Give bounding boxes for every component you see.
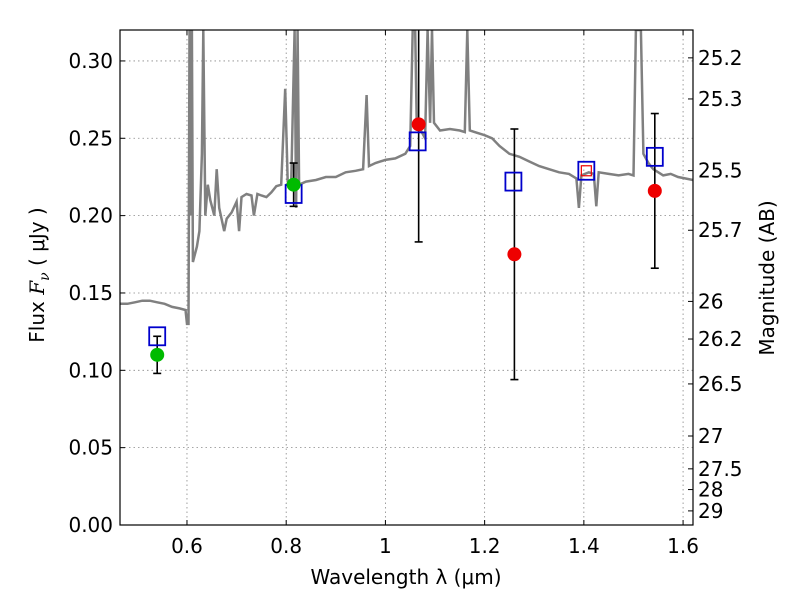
y-tick-label: 0.25 [68,126,113,150]
observed-point [647,183,662,198]
observed-point [411,117,426,132]
magnitude-tick-label: 26.5 [698,372,743,396]
observed-point [150,347,165,362]
model-point [148,326,167,347]
magnitude-tick-label: 25.2 [698,46,743,70]
model-point [504,171,523,192]
y-tick-label: 0.10 [68,358,113,382]
magnitude-tick-label: 28 [698,478,723,502]
y-tick-label: 0.20 [68,204,113,228]
y-tick-label: 0.30 [68,49,113,73]
magnitude-tick-label: 26.2 [698,327,743,351]
y-tick-label: 0.05 [68,436,113,460]
model-point [645,146,664,167]
observed-point [286,177,301,192]
x-tick-label: 1.6 [667,534,699,558]
magnitude-tick-label: 29 [698,499,723,523]
model-point [577,160,596,181]
magnitude-tick-label: 25.3 [698,87,743,111]
x-axis-label: Wavelength λ (μm) [310,565,501,589]
y-axis-label-prefix: Flux [25,295,49,343]
magnitude-tick-label: 26 [698,289,723,313]
spectrum-series [120,30,693,326]
y-axis-label-suffix: ( μJy ) [25,207,49,272]
x-tick-label: 0.6 [171,534,203,558]
observed-point [580,165,592,177]
y-axis-label-symbol: F [25,280,49,296]
x-tick-label: 1 [379,534,392,558]
y-tick-label: 0.15 [68,281,113,305]
magnitude-tick-label: 27.5 [698,457,743,481]
x-tick-label: 1.4 [568,534,600,558]
grid-lines [120,30,693,526]
error-bars [153,30,659,381]
model-points [148,131,664,347]
y-tick-label: 0.00 [68,513,113,537]
model-point [408,131,427,152]
y-axis-label: Flux Fν ( μJy ) [25,207,53,342]
y-axis-ticks: 0.00 0.05 0.10 0.15 0.20 0.25 0.30 [68,49,125,537]
magnitude-tick-label: 27 [698,424,723,448]
plot-frame [119,29,694,526]
observed-points [150,117,662,362]
magnitude-tick-label: 25.5 [698,159,743,183]
x-tick-label: 0.8 [270,534,302,558]
magnitude-tick-label: 25.7 [698,218,743,242]
y-axis-label-subscript: ν [37,272,53,281]
observed-point [507,247,522,262]
x-tick-label: 1.2 [469,534,501,558]
magnitude-axis-label: Magnitude (AB) [755,200,779,355]
spectrum-line [120,30,693,326]
x-axis-ticks: 0.6 0.8 1 1.2 1.4 1.6 [171,30,699,558]
